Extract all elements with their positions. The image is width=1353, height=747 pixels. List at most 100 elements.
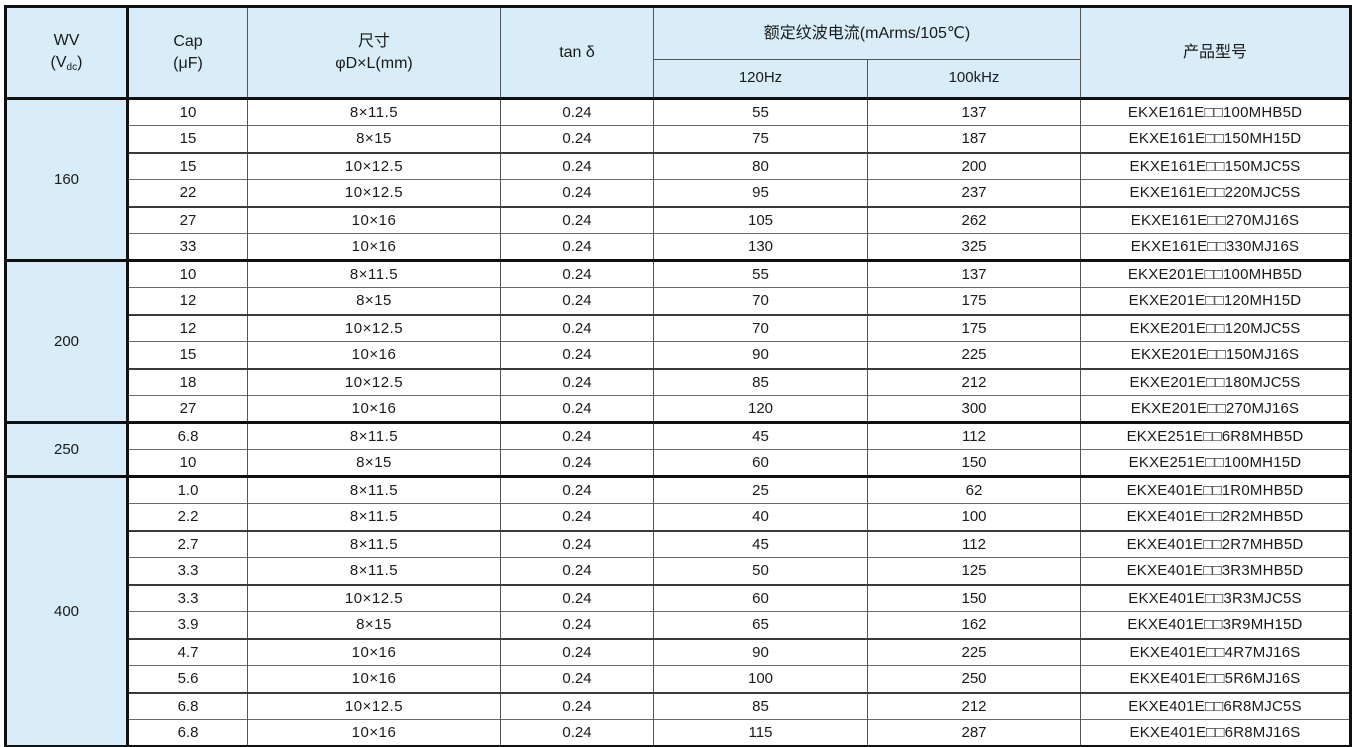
model-cell: EKXE401E□□2R7MHB5D [1080, 529, 1351, 558]
table-row: 6.8 10×12.5 0.24 85 212 EKXE401E□□6R8MJC5S [6, 691, 1351, 720]
tand-cell: 0.24 [500, 97, 654, 126]
table-row: 2.7 8×11.5 0.24 45 112 EKXE401E□□2R7MHB5D [6, 529, 1351, 558]
ripple-120hz-cell: 85 [653, 367, 868, 396]
ripple-120hz-cell: 100 [653, 665, 868, 693]
ripple-100khz-cell: 237 [867, 179, 1081, 207]
tand-cell: 0.24 [500, 341, 654, 369]
size-cell: 10×12.5 [247, 367, 501, 396]
ripple-100khz-cell: 225 [867, 637, 1081, 666]
ripple-120hz-cell: 115 [653, 719, 868, 747]
ripple-120hz-cell: 60 [653, 583, 868, 612]
table-row: 160 10 8×11.5 0.24 55 137 EKXE161E□□100MHB5D [5, 97, 1351, 261]
cap-cell: 27 [127, 205, 248, 234]
ripple-120hz-cell: 75 [653, 125, 868, 153]
tand-cell: 0.24 [500, 637, 654, 666]
col-header-size: 尺寸 φD×L(mm) [247, 6, 501, 100]
tand-cell: 0.24 [500, 583, 654, 612]
table-row: 5.6 10×16 0.24 100 250 EKXE401E□□5R6MJ16S [6, 665, 1351, 693]
size-cell: 10×12.5 [247, 691, 501, 720]
model-cell: EKXE401E□□5R6MJ16S [1080, 665, 1351, 693]
ripple-120hz-cell: 80 [653, 151, 868, 180]
tand-cell: 0.24 [500, 259, 654, 288]
ripple-100khz-cell: 300 [867, 395, 1081, 423]
model-label: 产品型号 [1182, 43, 1247, 61]
tand-cell: 0.24 [500, 125, 654, 153]
table-row: 250 6.8 8×11.5 0.24 45 112 EKXE251E□□6R8MHB5D [5, 421, 1351, 477]
tand-cell: 0.24 [500, 313, 654, 342]
ripple-100khz-cell: 150 [867, 449, 1081, 477]
tand-cell: 0.24 [500, 557, 654, 585]
table-row: 12 8×15 0.24 70 175 EKXE201E□□120MH15D [6, 287, 1351, 315]
model-cell: EKXE251E□□6R8MHB5D [1080, 421, 1351, 450]
table-header: WV (Vdc) Cap (μF) 尺寸 φD×L(mm) tan δ 额定纹波… [5, 6, 1351, 100]
tand-cell: 0.24 [500, 151, 654, 180]
tand-cell: 0.24 [500, 503, 654, 531]
cap-cell: 15 [127, 151, 248, 180]
ripple-100khz-cell: 137 [867, 259, 1081, 288]
freq-100khz-label: 100kHz [948, 69, 1000, 87]
model-cell: EKXE161E□□270MJ16S [1080, 205, 1351, 234]
cap-cell: 2.7 [127, 529, 248, 558]
size-cell: 10×16 [247, 395, 501, 423]
size-title: 尺寸 [357, 32, 390, 50]
cap-cell: 12 [127, 313, 248, 342]
model-cell: EKXE201E□□150MJ16S [1080, 341, 1351, 369]
tand-cell: 0.24 [500, 421, 654, 450]
model-cell: EKXE161E□□220MJC5S [1080, 179, 1351, 207]
col-header-100khz: 100kHz [867, 59, 1081, 100]
cap-cell: 4.7 [127, 637, 248, 666]
table-row: 10 8×15 0.24 60 150 EKXE251E□□100MH15D [6, 449, 1351, 477]
table-row: 3.9 8×15 0.24 65 162 EKXE401E□□3R9MH15D [6, 611, 1351, 639]
table-row: 33 10×16 0.24 130 325 EKXE161E□□330MJ16S [6, 233, 1351, 261]
freq-120hz-label: 120Hz [738, 69, 783, 87]
ripple-100khz-cell: 137 [867, 97, 1081, 126]
model-cell: EKXE201E□□180MJC5S [1080, 367, 1351, 396]
ripple-120hz-cell: 70 [653, 313, 868, 342]
table-row: 400 1.0 8×11.5 0.24 25 62 EKXE401E□□1R0MHB5D [5, 475, 1351, 747]
cap-cell: 15 [127, 341, 248, 369]
size-cell: 10×16 [247, 665, 501, 693]
size-cell: 10×12.5 [247, 313, 501, 342]
ripple-100khz-cell: 212 [867, 367, 1081, 396]
cap-cell: 2.2 [127, 503, 248, 531]
col-header-cap: Cap (μF) [127, 6, 248, 100]
model-cell: EKXE401E□□3R3MJC5S [1080, 583, 1351, 612]
ripple-100khz-cell: 162 [867, 611, 1081, 639]
ripple-100khz-cell: 175 [867, 287, 1081, 315]
model-cell: EKXE201E□□120MJC5S [1080, 313, 1351, 342]
ripple-120hz-cell: 55 [653, 97, 868, 126]
ripple-120hz-cell: 95 [653, 179, 868, 207]
cap-cell: 3.9 [127, 611, 248, 639]
table-row: 2.2 8×11.5 0.24 40 100 EKXE401E□□2R2MHB5D [6, 503, 1351, 531]
model-cell: EKXE251E□□100MH15D [1080, 449, 1351, 477]
size-cell: 10×12.5 [247, 151, 501, 180]
wv-group-cell: 250 [5, 421, 129, 477]
cap-cell: 5.6 [127, 665, 248, 693]
tand-cell: 0.24 [500, 367, 654, 396]
cap-cell: 6.8 [127, 719, 248, 747]
size-cell: 8×15 [247, 287, 501, 315]
table-row: 22 10×12.5 0.24 95 237 EKXE161E□□220MJC5S [6, 179, 1351, 207]
ripple-100khz-cell: 100 [867, 503, 1081, 531]
table-row: 3.3 8×11.5 0.24 50 125 EKXE401E□□3R3MHB5D [6, 557, 1351, 585]
col-header-tand: tan δ [500, 6, 654, 100]
cap-cell: 10 [127, 449, 248, 477]
ripple-100khz-cell: 212 [867, 691, 1081, 720]
col-header-ripple: 额定纹波电流(mArms/105℃) [653, 6, 1081, 60]
size-cell: 8×15 [247, 611, 501, 639]
table-row: 4.7 10×16 0.24 90 225 EKXE401E□□4R7MJ16S [6, 637, 1351, 666]
ripple-120hz-cell: 55 [653, 259, 868, 288]
ripple-100khz-cell: 225 [867, 341, 1081, 369]
tand-cell: 0.24 [500, 205, 654, 234]
ripple-100khz-cell: 175 [867, 313, 1081, 342]
ripple-100khz-cell: 287 [867, 719, 1081, 747]
table-row: 15 10×12.5 0.24 80 200 EKXE161E□□150MJC5S [6, 151, 1351, 180]
ripple-100khz-cell: 62 [867, 475, 1081, 504]
tand-cell: 0.24 [500, 449, 654, 477]
cap-cell: 27 [127, 395, 248, 423]
table-row: 3.3 10×12.5 0.24 60 150 EKXE401E□□3R3MJC5S [6, 583, 1351, 612]
col-header-wv: WV (Vdc) [5, 6, 129, 100]
ripple-100khz-cell: 262 [867, 205, 1081, 234]
size-cell: 8×11.5 [247, 259, 501, 288]
